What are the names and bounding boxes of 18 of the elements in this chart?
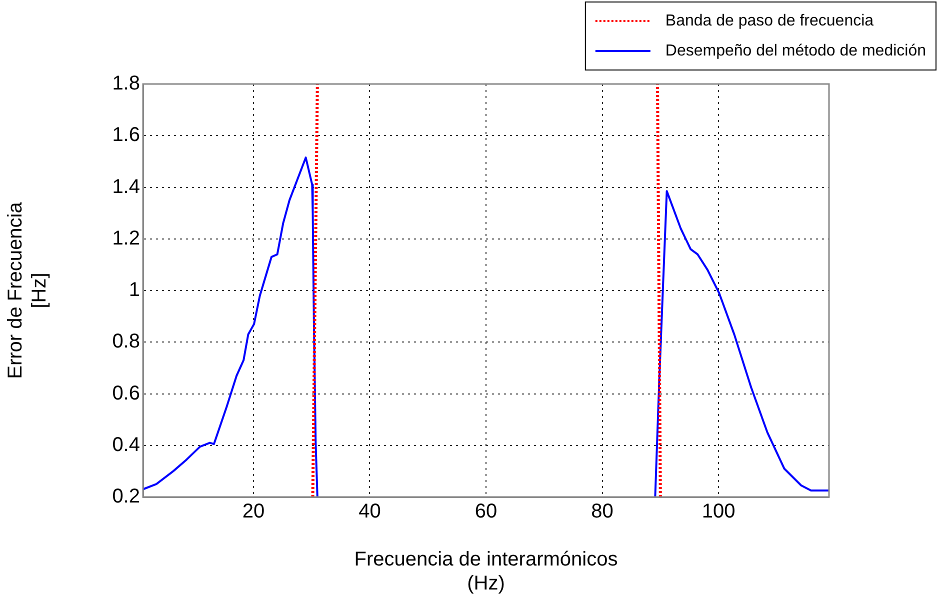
x-tick-label: 60: [474, 500, 498, 523]
x-axis-title: Frecuencia de interarmónicos (Hz): [354, 548, 618, 595]
y-tick-label: 1.6: [112, 124, 140, 146]
y-tick-label: 0.8: [112, 330, 140, 353]
legend-label: Desempeño del método de medición: [665, 42, 926, 60]
legend-label: Banda de paso de frecuencia: [665, 12, 874, 30]
x-tick-label: 80: [591, 500, 614, 523]
y-tick-label: 0.6: [112, 382, 140, 404]
y-tick-label: 1.2: [112, 227, 140, 250]
x-tick-label: 100: [702, 500, 736, 523]
x-tick-label: 40: [358, 500, 381, 523]
y-tick-label: 0.2: [112, 486, 140, 508]
y-tick-label: 1.8: [112, 72, 140, 95]
y-tick-label: 1.4: [112, 176, 140, 198]
x-tick-label: 20: [242, 500, 265, 523]
y-tick-label: 0.4: [112, 434, 140, 456]
y-axis-title: Error de Frecuencia [Hz]: [4, 201, 51, 379]
y-tick-label: 1: [128, 279, 140, 302]
